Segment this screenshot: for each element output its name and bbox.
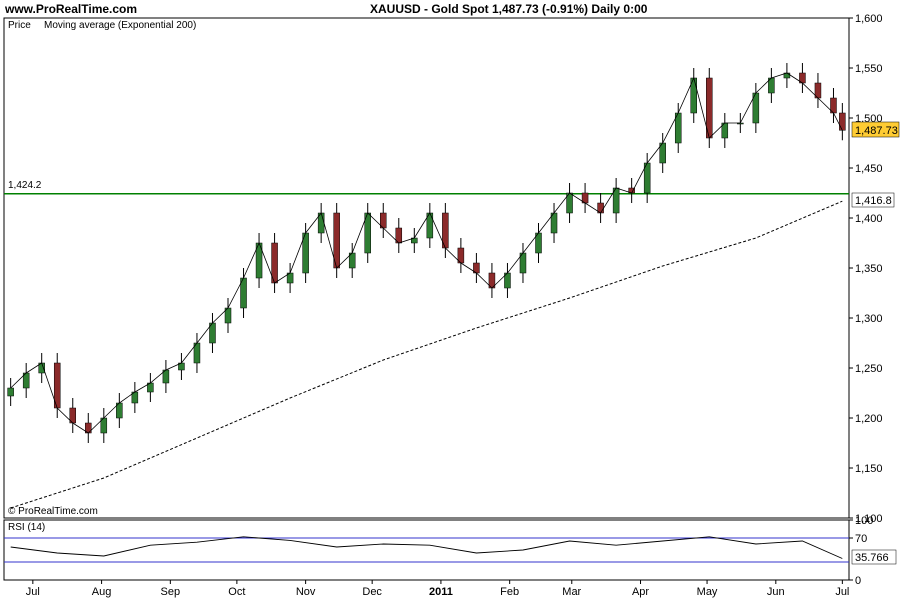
price-tick-label: 1,250 [855, 363, 883, 375]
ma-series-layer [10, 200, 843, 509]
x-tick-label: Aug [92, 586, 112, 598]
rsi-tick-label: 0 [855, 575, 861, 587]
x-tick-label: Jun [767, 586, 785, 598]
ma-line [10, 200, 843, 509]
current-price-value: 1,487.73 [855, 125, 898, 137]
ma-label: Moving average (Exponential 200) [44, 20, 196, 31]
candle-body [839, 112, 846, 131]
ma-value-tag [851, 192, 895, 208]
price-y-axis: 1,100 1,150 1,200 1,250 1,300 1,350 1,400 1,450… [849, 13, 883, 525]
rsi-label: RSI (14) [8, 522, 45, 533]
price-tick-label: 1,550 [855, 63, 883, 75]
price-tick-label: 1,450 [855, 163, 883, 175]
price-tick-label: 1,600 [855, 13, 883, 25]
price-label: Price [8, 20, 31, 31]
rsi-value-tag [851, 549, 897, 565]
x-tick-label: Nov [296, 586, 316, 598]
site-name: www.ProRealTime.com [5, 2, 138, 16]
rsi-tick-label: 70 [855, 533, 867, 545]
price-tick-label: 1,300 [855, 313, 883, 325]
x-tick-label: 2011 [429, 586, 453, 598]
price-tick-label: 1,100 [855, 513, 883, 525]
candle-body [7, 387, 14, 397]
x-tick-label: Sep [161, 586, 181, 598]
hline-label: 1,424.2 [8, 180, 42, 191]
instrument-title: XAUUSD - Gold Spot 1,487.73 (-0.91%) Dai… [370, 2, 648, 16]
ma-value: 1,416.8 [855, 195, 892, 207]
price-close-line [10, 72, 843, 434]
price-tick-label: 1,400 [855, 213, 883, 225]
price-tick-label: 1,200 [855, 413, 883, 425]
time-x-axis: Jul Aug Sep Oct Nov Dec 2011 Feb Mar Apr May Jun Jul [26, 580, 849, 598]
x-tick-label: Jul [835, 586, 849, 598]
price-series-layer [4, 63, 849, 443]
copyright: © ProRealTime.com [8, 506, 98, 517]
x-tick-label: May [697, 586, 718, 598]
rsi-line [10, 536, 843, 559]
x-tick-label: Jul [26, 586, 40, 598]
x-tick-label: Apr [632, 586, 649, 598]
x-tick-label: Feb [500, 586, 519, 598]
price-tick-label: 1,350 [855, 263, 883, 275]
current-price-tag [851, 121, 900, 138]
candle [7, 378, 14, 406]
rsi-panel [3, 519, 850, 581]
price-panel [3, 17, 850, 519]
rsi-tick-label: 100 [855, 515, 873, 527]
x-tick-label: Oct [228, 586, 245, 598]
x-tick-label: Mar [562, 586, 581, 598]
x-tick-label: Dec [362, 586, 382, 598]
price-tick-label: 1,150 [855, 463, 883, 475]
chart-header: www.ProRealTime.com XAUUSD - Gold Spot 1… [0, 0, 900, 18]
rsi-layer: 0 70 100 [4, 515, 873, 587]
rsi-value: 35.766 [855, 552, 889, 564]
